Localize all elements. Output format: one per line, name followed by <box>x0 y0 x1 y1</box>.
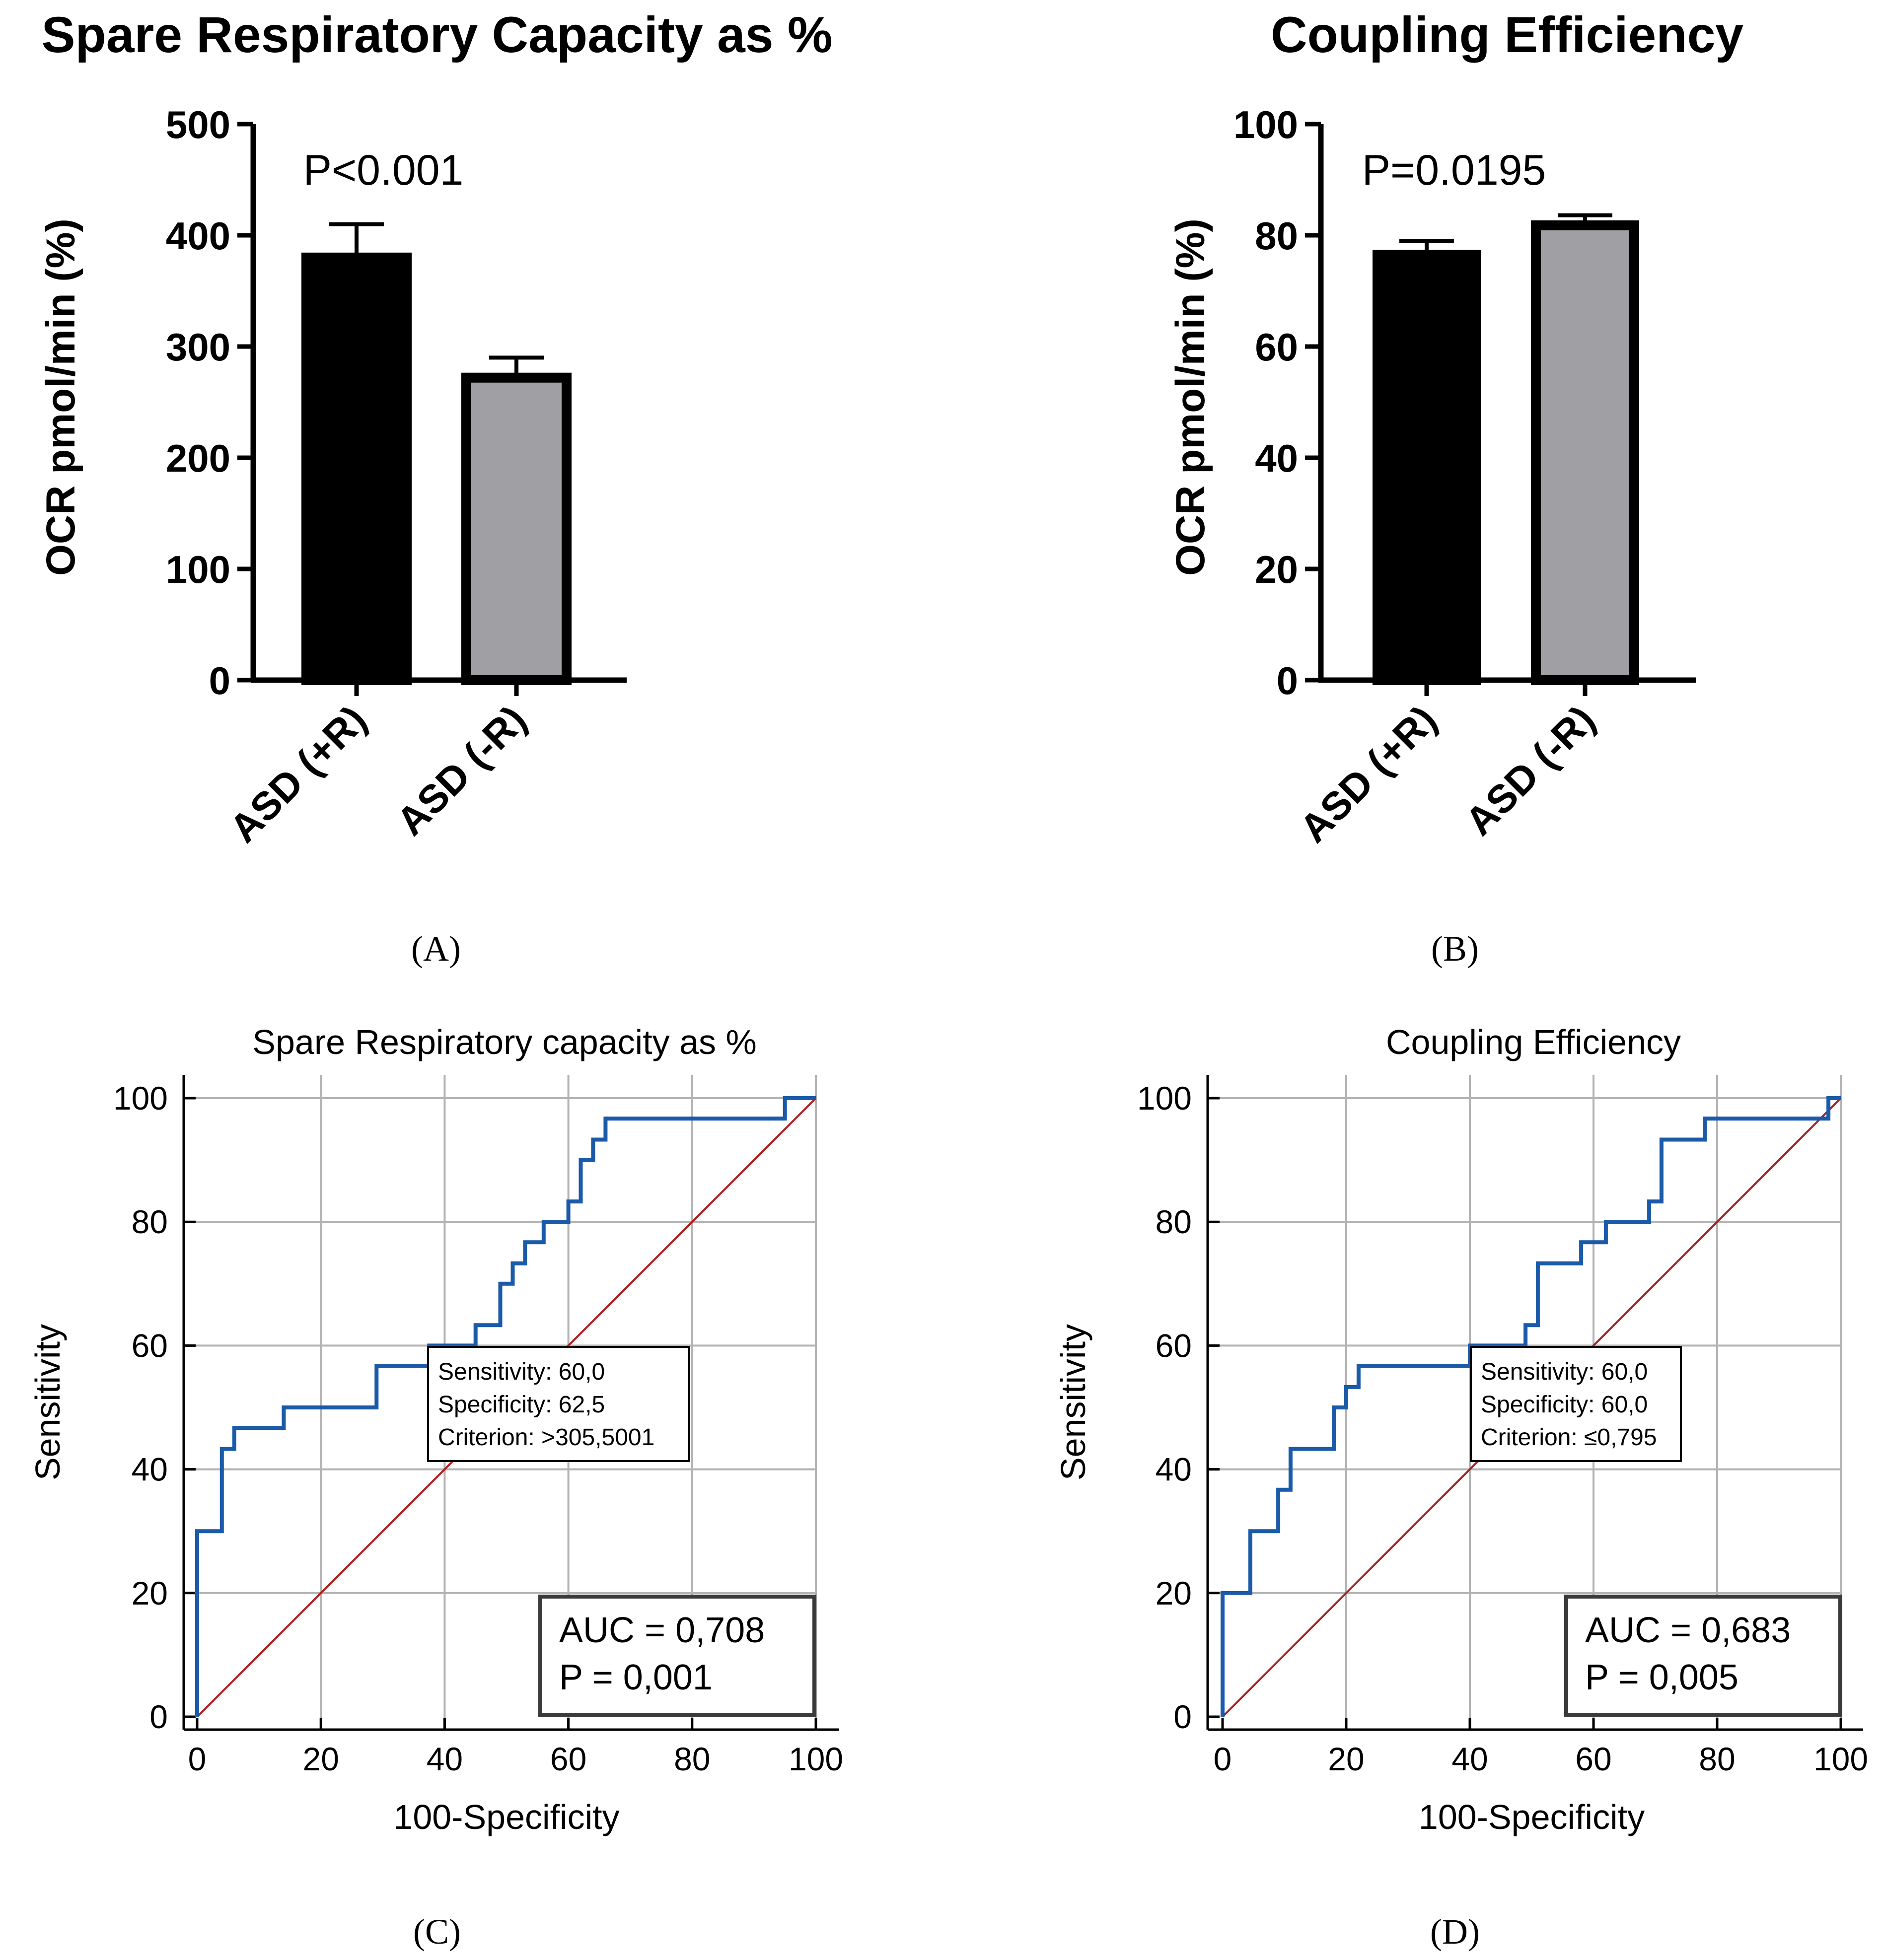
y-tick-label: 100 <box>113 1080 168 1117</box>
y-tick-label: 20 <box>1255 548 1298 591</box>
bar <box>1373 250 1481 685</box>
roc-curve <box>1221 1096 1841 1717</box>
x-tick-label: 20 <box>302 1741 339 1777</box>
y-tick-label: 80 <box>1156 1203 1192 1240</box>
x-tick-label: 100 <box>789 1741 843 1777</box>
y-tick-label: 60 <box>1255 325 1298 369</box>
panel-label: (D) <box>1430 1912 1480 1952</box>
y-tick-label: 400 <box>166 214 230 258</box>
y-tick-label: 60 <box>132 1327 168 1364</box>
y-tick-label: 40 <box>1156 1451 1192 1488</box>
criterion-box <box>1470 1346 1682 1462</box>
x-axis-title: 100-Specificity <box>1419 1798 1645 1836</box>
x-tick-label: 100 <box>1813 1741 1868 1777</box>
y-tick-label: 100 <box>1137 1080 1192 1117</box>
y-tick-label: 100 <box>1233 103 1298 146</box>
y-tick-label: 300 <box>166 325 230 369</box>
x-tick-label: 80 <box>1699 1741 1735 1777</box>
x-tick-label: 40 <box>1451 1741 1488 1777</box>
p-value-annotation: P<0.001 <box>303 146 464 194</box>
auc-text: AUC = 0,708 <box>559 1610 765 1650</box>
roc-curve <box>195 1096 816 1717</box>
y-tick-label: 40 <box>132 1451 168 1488</box>
bar-panel-b: Coupling Efficiency 0 20 40 60 80 100 OCR pmol/… <box>1168 6 1743 969</box>
x-tick-label: 40 <box>427 1741 463 1777</box>
x-tick-label: 80 <box>674 1741 710 1777</box>
auc-box <box>1564 1595 1842 1717</box>
y-tick-label: 80 <box>132 1203 168 1240</box>
chart-title: Coupling Efficiency <box>1386 1023 1681 1061</box>
criterion-text: Specificity: 62,5 <box>438 1392 605 1418</box>
y-tick-label: 40 <box>1255 436 1298 480</box>
y-axis-title: Sensitivity <box>28 1324 67 1480</box>
roc-panel-d: Coupling Efficiency 00 20 20 40 40 60 60 80 80 100… <box>1054 1023 1868 1952</box>
y-tick-label: 100 <box>166 548 230 591</box>
criterion-text: Sensitivity: 60,0 <box>1481 1359 1648 1385</box>
x-tick-label: 60 <box>1575 1741 1611 1777</box>
auc-text: AUC = 0,683 <box>1585 1610 1791 1650</box>
category-label: ASD (+R) <box>1291 697 1445 851</box>
criterion-text: Criterion: >305,5001 <box>438 1424 654 1451</box>
y-tick-label: 0 <box>1173 1698 1192 1735</box>
x-tick-label: 20 <box>1328 1741 1364 1777</box>
bar <box>1531 220 1639 685</box>
y-tick-label: 500 <box>166 103 230 146</box>
auc-box <box>538 1595 816 1717</box>
bar-panel-a: Spare Respiratory Capacity as % 0 100 200 30… <box>38 6 833 969</box>
panel-label: (B) <box>1431 929 1479 969</box>
panel-label: (C) <box>413 1912 461 1952</box>
x-tick-label: 0 <box>188 1741 207 1777</box>
criterion-box <box>427 1346 690 1462</box>
criterion-text: Sensitivity: 60,0 <box>438 1359 605 1385</box>
y-tick-label: 0 <box>1277 659 1298 702</box>
y-tick-label: 20 <box>1156 1575 1192 1611</box>
panel-label: (A) <box>411 929 461 969</box>
y-axis-title: Sensitivity <box>1054 1324 1092 1480</box>
p-value-annotation: P=0.0195 <box>1362 146 1546 194</box>
roc-panel-c: Spare Respiratory capacity as % 00 20 20 40 4… <box>28 1023 843 1952</box>
y-tick-label: 80 <box>1255 214 1298 258</box>
chart-title: Coupling Efficiency <box>1271 6 1743 63</box>
y-axis-title: OCR pmol/min (%) <box>38 218 83 576</box>
bar <box>301 252 412 685</box>
category-label: ASD (-R) <box>388 697 535 843</box>
x-tick-label: 0 <box>1214 1741 1232 1777</box>
y-tick-label: 200 <box>166 436 230 480</box>
x-axis-title: 100-Specificity <box>393 1798 619 1836</box>
chart-title: Spare Respiratory Capacity as % <box>41 6 832 63</box>
category-label: ASD (+R) <box>221 697 375 851</box>
criterion-text: Specificity: 60,0 <box>1481 1392 1648 1418</box>
category-label: ASD (-R) <box>1457 697 1603 843</box>
y-tick-label: 20 <box>132 1575 168 1611</box>
y-tick-label: 0 <box>209 659 230 702</box>
y-axis-title: OCR pmol/min (%) <box>1168 218 1213 576</box>
x-tick-label: 60 <box>550 1741 586 1777</box>
auc-text: P = 0,001 <box>559 1658 713 1697</box>
y-tick-label: 0 <box>149 1698 168 1735</box>
criterion-text: Criterion: ≤0,795 <box>1481 1424 1657 1451</box>
bar <box>461 372 572 685</box>
y-tick-label: 60 <box>1156 1327 1192 1364</box>
chart-title: Spare Respiratory capacity as % <box>252 1023 756 1061</box>
auc-text: P = 0,005 <box>1585 1658 1738 1697</box>
